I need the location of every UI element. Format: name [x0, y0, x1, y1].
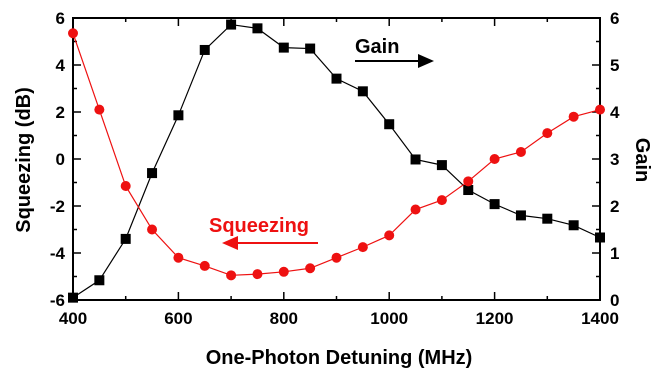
gain-data-point	[384, 119, 395, 130]
y-right-tick-label: 1	[610, 244, 619, 263]
y-right-tick-label: 2	[610, 197, 619, 216]
y-left-axis-title: Squeezing (dB)	[13, 87, 35, 233]
gain-data-point	[68, 292, 78, 303]
squeezing-data-point	[489, 154, 500, 164]
squeezing-data-point	[542, 128, 553, 139]
y-right-tick-label: 0	[610, 291, 619, 310]
squeezing-annotation: Squeezing	[209, 215, 309, 237]
gain-data-point	[94, 275, 105, 286]
axes-group: 400 600 800 1000 1200 1400 -6 -4 -2 0 2 4 6 0 1 2 3 4 5 6	[50, 9, 620, 328]
y-left-tick-label: 2	[56, 103, 65, 122]
gain-data-point	[305, 43, 316, 54]
squeezing-data-point	[173, 252, 184, 263]
squeezing-data-point	[252, 269, 263, 280]
squeezing-data-point	[331, 252, 342, 263]
x-tick-label: 1200	[476, 309, 514, 328]
gain-data-point	[331, 73, 342, 84]
gain-data-point	[357, 86, 368, 97]
squeezing-data-point	[305, 263, 316, 274]
y-left-tick-label: -2	[50, 197, 65, 216]
gain-arrowhead	[418, 54, 434, 68]
y-right-axis-title: Gain	[631, 138, 653, 182]
squeezing-data-point	[199, 260, 210, 271]
y-left-tick-label: 6	[56, 9, 65, 28]
y-right-tick-label: 6	[610, 9, 619, 28]
gain-data-point	[515, 210, 526, 221]
squeezing-data-point	[147, 224, 158, 235]
y-left-tick-label: -6	[50, 291, 65, 310]
gain-data-point	[595, 232, 605, 243]
x-tick-label: 800	[270, 309, 298, 328]
x-tick-label: 1000	[370, 309, 408, 328]
squeezing-data-point	[357, 242, 368, 253]
gain-data-point	[278, 42, 289, 53]
y-left-tick-label: -4	[50, 244, 66, 263]
squeezing-data-point	[515, 146, 526, 157]
gain-data-point	[436, 160, 447, 171]
gain-data-point	[463, 185, 474, 196]
y-left-tick-label: 0	[56, 150, 65, 169]
squeezing-data-point	[436, 195, 447, 206]
x-tick-label: 600	[164, 309, 192, 328]
gain-data-point	[489, 199, 500, 210]
gain-data-point	[226, 19, 237, 30]
x-tick-label: 1400	[581, 309, 619, 328]
y-right-tick-label: 3	[610, 150, 619, 169]
gain-data-point	[568, 220, 579, 231]
y-right-tick-label: 5	[610, 56, 619, 75]
x-axis-title: One-Photon Detuning (MHz)	[206, 347, 473, 369]
y-left-tick-label: 4	[56, 56, 66, 75]
gain-data-point	[120, 233, 131, 244]
y-right-tick-label: 4	[610, 103, 620, 122]
squeezing-data-point	[120, 181, 131, 192]
squeezing-data-point	[410, 204, 421, 215]
series-layer	[68, 19, 605, 303]
annotation-layer: Gain Squeezing	[209, 36, 434, 250]
gain-data-point	[147, 168, 158, 179]
gain-data-point	[199, 44, 210, 55]
gain-annotation: Gain	[355, 36, 399, 58]
squeezing-arrowhead	[222, 236, 238, 250]
squeezing-data-point	[68, 28, 78, 39]
gain-data-point	[542, 213, 553, 224]
squeezing-data-point	[226, 270, 237, 281]
squeezing-data-point	[94, 104, 105, 115]
gain-data-point	[173, 110, 184, 121]
squeezing-data-point	[568, 111, 579, 122]
x-tick-label: 400	[59, 309, 87, 328]
squeezing-data-point	[278, 266, 289, 277]
squeezing-data-point	[595, 104, 605, 115]
squeezing-data-point	[384, 230, 395, 241]
gain-data-point	[410, 154, 421, 165]
gain-data-point	[252, 23, 263, 34]
squeezing-data-point	[463, 176, 474, 187]
